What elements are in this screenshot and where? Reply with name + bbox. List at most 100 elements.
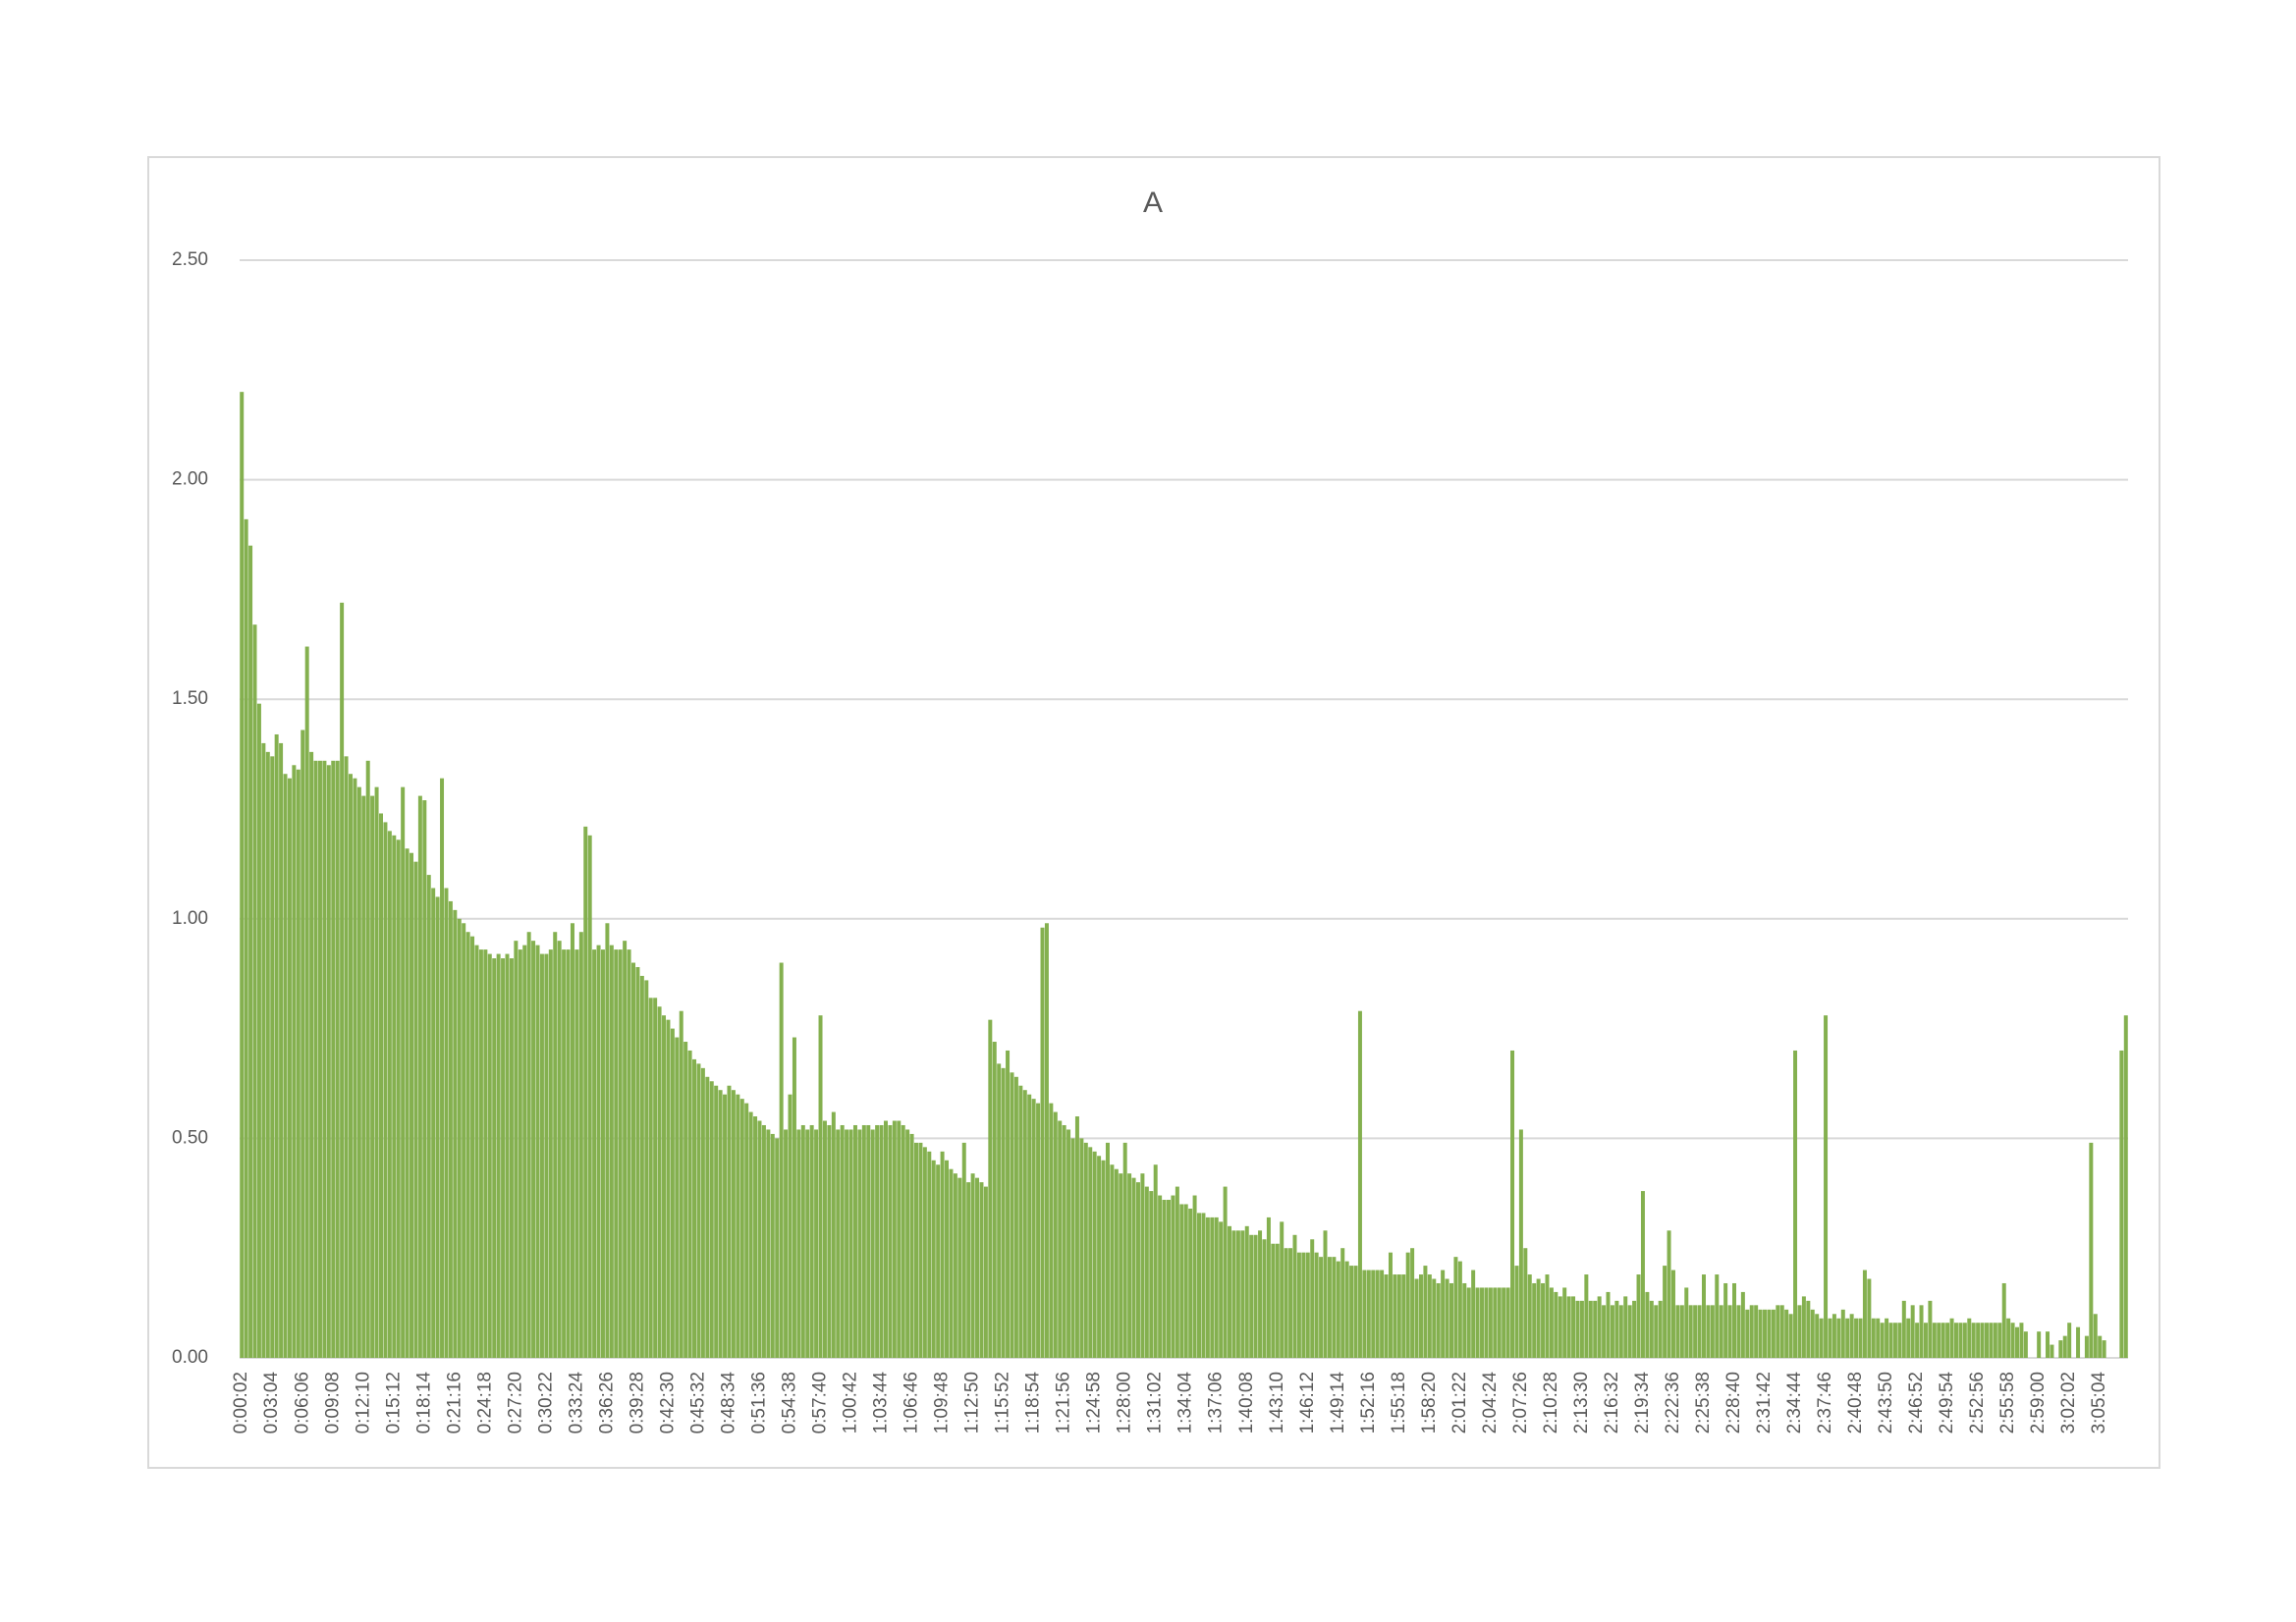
- bar: [2119, 1050, 2124, 1358]
- bar: [1001, 1067, 1006, 1358]
- bar: [1732, 1282, 1736, 1358]
- bar: [1418, 1274, 1423, 1358]
- bar: [1715, 1274, 1720, 1358]
- bar: [1593, 1300, 1598, 1358]
- bar: [583, 826, 588, 1358]
- bar: [1393, 1274, 1397, 1358]
- bar: [1719, 1305, 1723, 1358]
- bar: [1614, 1300, 1619, 1358]
- bar: [1484, 1287, 1489, 1358]
- bar: [1888, 1323, 1893, 1358]
- bar: [1688, 1305, 1693, 1358]
- x-tick-label: 0:33:24: [566, 1372, 586, 1434]
- bar: [1179, 1204, 1184, 1358]
- bar: [1693, 1305, 1698, 1358]
- bar: [1314, 1252, 1319, 1358]
- bar: [675, 1037, 680, 1358]
- x-tick-label: 2:52:56: [1967, 1372, 1988, 1433]
- bar: [1806, 1300, 1811, 1358]
- bar: [322, 760, 327, 1358]
- bar: [487, 953, 492, 1358]
- x-tick-label: 1:49:14: [1328, 1372, 1348, 1434]
- bar: [966, 1182, 971, 1358]
- bar: [870, 1129, 875, 1358]
- bar: [692, 1058, 697, 1358]
- x-tick-label: 0:54:38: [780, 1372, 800, 1433]
- bar: [1436, 1282, 1441, 1358]
- x-tick-label: 1:55:18: [1389, 1372, 1409, 1433]
- bar: [1414, 1278, 1419, 1358]
- bar: [1235, 1230, 1240, 1358]
- bar: [1858, 1318, 1863, 1358]
- bar: [931, 1160, 936, 1358]
- x-tick-label: 0:45:32: [687, 1372, 708, 1433]
- bar: [840, 1124, 845, 1358]
- bar: [857, 1129, 862, 1358]
- bar: [331, 760, 336, 1358]
- bar: [1793, 1050, 1798, 1358]
- bar: [818, 1015, 823, 1358]
- bar: [1558, 1296, 1562, 1358]
- bar: [1532, 1282, 1537, 1358]
- bar: [1684, 1287, 1689, 1358]
- bar: [1514, 1266, 1519, 1358]
- bar: [2058, 1340, 2063, 1358]
- x-tick-label: 2:19:34: [1632, 1372, 1653, 1434]
- bar: [1175, 1186, 1179, 1358]
- bar: [1771, 1309, 1776, 1358]
- x-tick-label: 2:34:44: [1784, 1372, 1805, 1434]
- bar: [1475, 1287, 1480, 1358]
- bar: [1088, 1147, 1093, 1358]
- bar: [949, 1168, 954, 1358]
- bar: [1336, 1261, 1340, 1358]
- bar: [1763, 1309, 1768, 1358]
- bar: [892, 1120, 897, 1358]
- bar: [1510, 1050, 1515, 1358]
- bar: [1210, 1216, 1215, 1358]
- bar: [1249, 1234, 1254, 1358]
- bar: [1380, 1270, 1385, 1358]
- bar: [317, 760, 322, 1358]
- x-tick-label: 2:28:40: [1723, 1372, 1744, 1433]
- bar: [1658, 1300, 1663, 1358]
- bar: [1906, 1318, 1911, 1358]
- bar: [1505, 1287, 1510, 1358]
- bar: [1353, 1266, 1358, 1358]
- bar: [1840, 1309, 1845, 1358]
- bar: [1432, 1278, 1437, 1358]
- bar: [240, 392, 245, 1358]
- bar: [1301, 1252, 1306, 1358]
- bar: [444, 888, 449, 1358]
- bar: [796, 1129, 801, 1358]
- bar: [1201, 1213, 1206, 1358]
- bar: [800, 1124, 805, 1358]
- bar: [766, 1129, 771, 1358]
- bar: [1727, 1305, 1732, 1358]
- bar: [1092, 1151, 1097, 1358]
- bar: [1828, 1318, 1832, 1358]
- bar: [648, 998, 653, 1358]
- chart-title: A: [1143, 187, 1163, 219]
- bar: [1523, 1248, 1528, 1358]
- y-tick-label: 2.00: [172, 469, 208, 490]
- bar: [1649, 1300, 1654, 1358]
- bar: [496, 953, 501, 1358]
- bar: [1388, 1252, 1393, 1358]
- bar: [405, 848, 410, 1358]
- bar: [653, 998, 658, 1358]
- bar: [1493, 1287, 1498, 1358]
- x-tick-label: 2:10:28: [1541, 1372, 1561, 1433]
- x-tick-label: 1:03:44: [871, 1372, 892, 1434]
- bar: [1801, 1296, 1806, 1358]
- bar: [1366, 1270, 1371, 1358]
- bar: [426, 875, 431, 1358]
- bar: [562, 949, 567, 1358]
- bar: [252, 624, 257, 1358]
- bar: [1632, 1300, 1637, 1358]
- bar: [623, 941, 628, 1358]
- bar: [1901, 1300, 1906, 1358]
- bar: [657, 1006, 662, 1358]
- bar: [1627, 1305, 1632, 1358]
- bar: [1849, 1314, 1854, 1358]
- bar: [687, 1050, 692, 1358]
